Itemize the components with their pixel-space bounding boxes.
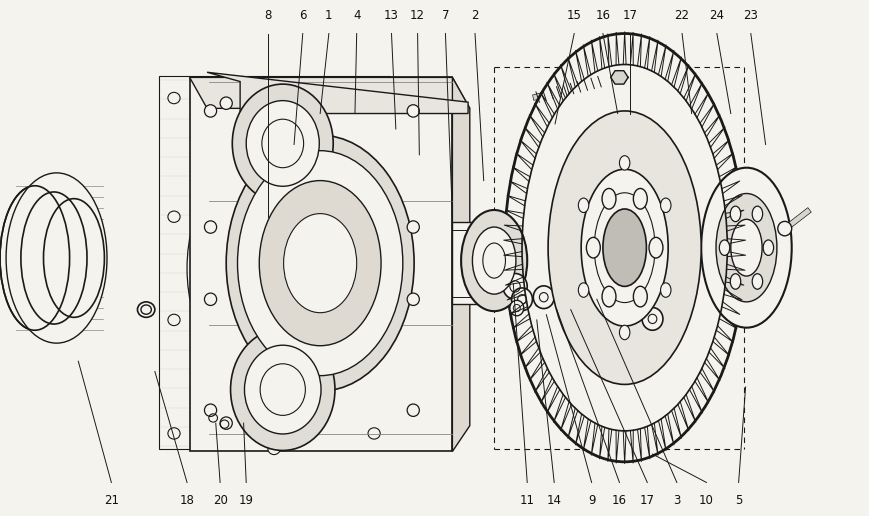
Ellipse shape	[504, 34, 744, 462]
Ellipse shape	[715, 194, 776, 302]
Ellipse shape	[407, 105, 419, 117]
Ellipse shape	[660, 198, 670, 213]
Text: 9: 9	[587, 494, 594, 507]
Polygon shape	[452, 222, 482, 304]
Text: 13: 13	[383, 9, 399, 22]
Ellipse shape	[259, 181, 381, 346]
Text: 20: 20	[212, 494, 228, 507]
Text: 14: 14	[546, 494, 561, 507]
Ellipse shape	[602, 209, 646, 286]
Ellipse shape	[283, 214, 356, 313]
Text: 17: 17	[639, 494, 654, 507]
Ellipse shape	[660, 283, 670, 297]
Ellipse shape	[237, 151, 402, 376]
Polygon shape	[189, 77, 452, 451]
Ellipse shape	[168, 314, 180, 326]
Text: 12: 12	[409, 9, 425, 22]
Ellipse shape	[762, 240, 773, 255]
Ellipse shape	[368, 314, 380, 326]
Text: 3: 3	[673, 494, 680, 507]
Ellipse shape	[246, 101, 319, 186]
Ellipse shape	[232, 84, 333, 203]
Ellipse shape	[168, 211, 180, 222]
Ellipse shape	[619, 325, 629, 340]
Text: 17: 17	[621, 9, 637, 22]
Polygon shape	[452, 77, 469, 451]
Ellipse shape	[268, 81, 280, 92]
Ellipse shape	[533, 286, 554, 309]
Ellipse shape	[729, 273, 740, 289]
Ellipse shape	[729, 206, 740, 222]
Ellipse shape	[648, 237, 662, 258]
Ellipse shape	[368, 92, 380, 104]
Ellipse shape	[730, 219, 761, 276]
Ellipse shape	[601, 188, 615, 209]
Ellipse shape	[586, 237, 600, 258]
Polygon shape	[610, 71, 627, 84]
Ellipse shape	[777, 221, 791, 236]
Ellipse shape	[700, 168, 791, 328]
Text: 5: 5	[734, 494, 741, 507]
Text: 24: 24	[708, 9, 724, 22]
Ellipse shape	[472, 227, 515, 294]
Text: 23: 23	[742, 9, 758, 22]
Ellipse shape	[752, 273, 762, 289]
Ellipse shape	[509, 300, 523, 316]
Text: 8: 8	[264, 9, 271, 22]
Text: 6: 6	[299, 9, 306, 22]
Ellipse shape	[6, 173, 107, 343]
Ellipse shape	[619, 156, 629, 170]
Ellipse shape	[633, 286, 647, 307]
Ellipse shape	[633, 188, 647, 209]
Ellipse shape	[21, 192, 87, 324]
Ellipse shape	[547, 111, 700, 384]
Text: 2: 2	[471, 9, 478, 22]
Ellipse shape	[719, 240, 729, 255]
Polygon shape	[207, 72, 468, 114]
Ellipse shape	[268, 443, 280, 455]
Text: 4: 4	[353, 9, 360, 22]
Ellipse shape	[230, 329, 335, 450]
Ellipse shape	[220, 417, 232, 429]
Text: 19: 19	[238, 494, 254, 507]
Ellipse shape	[168, 428, 180, 439]
Text: 10: 10	[698, 494, 713, 507]
Ellipse shape	[407, 404, 419, 416]
Text: 15: 15	[566, 9, 581, 22]
Ellipse shape	[43, 199, 104, 317]
Ellipse shape	[168, 92, 180, 104]
Ellipse shape	[502, 273, 527, 299]
Ellipse shape	[220, 97, 232, 109]
Text: 7: 7	[441, 9, 448, 22]
Text: 11: 11	[519, 494, 534, 507]
Ellipse shape	[137, 302, 155, 317]
Ellipse shape	[204, 404, 216, 416]
Ellipse shape	[461, 210, 527, 311]
Ellipse shape	[752, 206, 762, 222]
Ellipse shape	[204, 221, 216, 233]
Ellipse shape	[244, 345, 321, 434]
Ellipse shape	[368, 428, 380, 439]
Ellipse shape	[368, 211, 380, 222]
Text: 16: 16	[611, 494, 627, 507]
Ellipse shape	[578, 283, 588, 297]
Ellipse shape	[0, 186, 70, 330]
Text: 16: 16	[594, 9, 610, 22]
Text: 22: 22	[673, 9, 689, 22]
Ellipse shape	[407, 221, 419, 233]
Ellipse shape	[641, 308, 662, 330]
Text: 18: 18	[179, 494, 195, 507]
Polygon shape	[189, 77, 469, 108]
Ellipse shape	[580, 169, 667, 326]
Ellipse shape	[226, 135, 414, 391]
Ellipse shape	[204, 293, 216, 305]
Ellipse shape	[204, 105, 216, 117]
Ellipse shape	[407, 293, 419, 305]
Ellipse shape	[601, 286, 615, 307]
Text: 1: 1	[325, 9, 332, 22]
Ellipse shape	[511, 288, 532, 311]
Text: 21: 21	[103, 494, 119, 507]
Ellipse shape	[578, 198, 588, 213]
